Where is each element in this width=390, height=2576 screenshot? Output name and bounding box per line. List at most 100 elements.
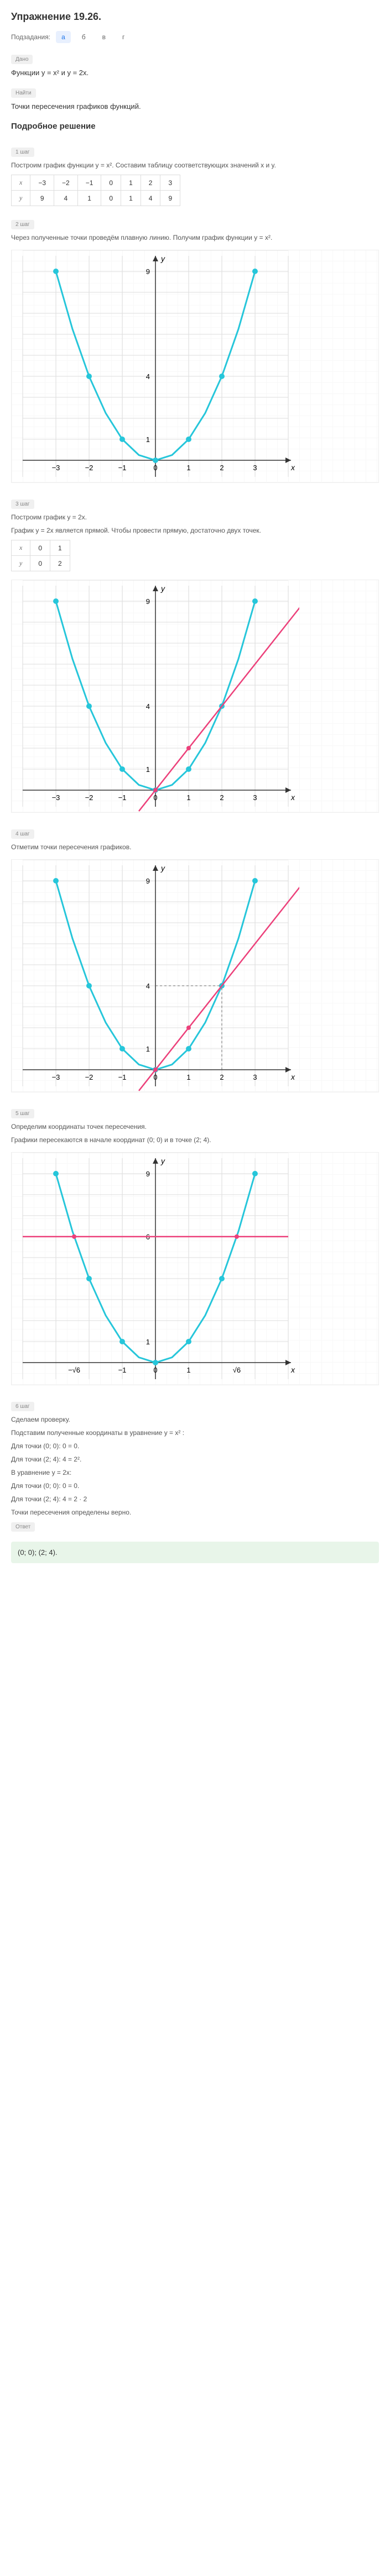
subtask-b[interactable]: б <box>76 31 91 43</box>
table-cell: 1 <box>77 191 101 206</box>
svg-text:−1: −1 <box>118 1073 127 1081</box>
step6-label: 6 шаг <box>11 1402 34 1411</box>
answer-text: (0; 0); (2; 4). <box>11 1542 379 1563</box>
step3-text2: График y = 2x является прямой. Чтобы про… <box>11 527 379 534</box>
step1-label: 1 шаг <box>11 148 34 157</box>
svg-text:9: 9 <box>146 1170 150 1178</box>
svg-text:3: 3 <box>253 464 257 472</box>
subtask-row: Подзадания: а б в г <box>11 31 379 43</box>
step1-text: Построим график функции y = x². Составим… <box>11 161 379 169</box>
svg-text:x: x <box>290 1365 295 1374</box>
svg-text:1: 1 <box>186 464 190 472</box>
table-cell: 9 <box>160 191 180 206</box>
svg-text:−2: −2 <box>85 793 93 802</box>
svg-text:−2: −2 <box>85 1073 93 1081</box>
svg-text:x: x <box>290 463 295 472</box>
table-cell: 2 <box>141 175 160 191</box>
svg-text:1: 1 <box>146 1338 150 1346</box>
table-cell: 0 <box>30 556 50 571</box>
svg-text:9: 9 <box>146 597 150 606</box>
table-y-label: y <box>12 556 30 571</box>
subtask-label: Подзадания: <box>11 33 50 41</box>
svg-text:1: 1 <box>186 1073 190 1081</box>
find-label: Найти <box>11 88 36 98</box>
svg-text:y: y <box>160 1156 165 1165</box>
graph-3: xy−3−2−10123149 <box>11 859 379 1092</box>
svg-text:9: 9 <box>146 877 150 885</box>
step4-label: 4 шаг <box>11 829 34 839</box>
svg-text:0: 0 <box>153 1366 157 1374</box>
answer-label: Ответ <box>11 1522 35 1532</box>
exercise-title: Упражнение 19.26. <box>11 11 379 23</box>
step3-text1: Построим график y = 2x. <box>11 513 379 521</box>
table-cell: 1 <box>50 540 70 556</box>
svg-text:0: 0 <box>153 793 157 802</box>
step4-text: Отметим точки пересечения графиков. <box>11 843 379 851</box>
step3-label: 3 шаг <box>11 500 34 509</box>
subtask-a[interactable]: а <box>56 31 71 43</box>
svg-text:√6: √6 <box>233 1366 241 1374</box>
svg-text:2: 2 <box>220 1073 223 1081</box>
svg-text:−√6: −√6 <box>68 1366 80 1374</box>
svg-text:y: y <box>160 254 165 263</box>
svg-text:−1: −1 <box>118 1366 127 1374</box>
given-label: Дано <box>11 55 33 64</box>
svg-text:−2: −2 <box>85 464 93 472</box>
svg-text:4: 4 <box>146 982 150 990</box>
detailed-title: Подробное решение <box>11 122 379 131</box>
table-cell: 1 <box>121 191 141 206</box>
svg-text:0: 0 <box>153 464 157 472</box>
step5-text1: Определим координаты точек пересечения. <box>11 1123 379 1131</box>
svg-text:3: 3 <box>253 793 257 802</box>
step1-table: x−3−2−10123 y9410149 <box>11 175 180 206</box>
table-cell: 3 <box>160 175 180 191</box>
svg-text:−3: −3 <box>52 464 60 472</box>
svg-text:3: 3 <box>253 1073 257 1081</box>
table-cell: 9 <box>30 191 54 206</box>
svg-text:4: 4 <box>146 702 150 711</box>
find-text: Точки пересечения графиков функций. <box>11 102 379 111</box>
graph-2: xy−3−2−10123149 <box>11 580 379 813</box>
svg-text:2: 2 <box>220 793 223 802</box>
graph-1: x y −3 −2 −1 0 1 2 3 1 4 9 <box>11 250 379 483</box>
svg-text:1: 1 <box>146 1045 150 1053</box>
graph-4: xy−√6−101√6169 <box>11 1152 379 1385</box>
step6-text1: Сделаем проверку. <box>11 1416 379 1423</box>
table-cell: −2 <box>54 175 78 191</box>
table-cell: 4 <box>54 191 78 206</box>
step5-label: 5 шаг <box>11 1109 34 1118</box>
table-cell: 2 <box>50 556 70 571</box>
table-y-label: y <box>12 191 30 206</box>
svg-text:y: y <box>160 584 165 593</box>
svg-text:x: x <box>290 1073 295 1081</box>
svg-text:−3: −3 <box>52 1073 60 1081</box>
svg-text:9: 9 <box>146 267 150 276</box>
table-cell: 0 <box>30 540 50 556</box>
svg-text:−1: −1 <box>118 464 127 472</box>
subtask-g[interactable]: г <box>117 31 130 43</box>
step6-text2: Подставим полученные координаты в уравне… <box>11 1429 379 1437</box>
table-cell: 0 <box>101 175 121 191</box>
step2-label: 2 шаг <box>11 220 34 229</box>
svg-text:2: 2 <box>220 464 223 472</box>
svg-text:−1: −1 <box>118 793 127 802</box>
svg-text:1: 1 <box>146 435 150 444</box>
step6-text5: В уравнение y = 2x: <box>11 1469 379 1476</box>
step6-text8: Точки пересечения определены верно. <box>11 1508 379 1516</box>
svg-text:4: 4 <box>146 372 150 381</box>
table-cell: 1 <box>121 175 141 191</box>
table-x-label: x <box>12 175 30 191</box>
given-text: Функции y = x² и y = 2x. <box>11 69 379 77</box>
step6-text6: Для точки (0; 0): 0 = 0. <box>11 1482 379 1490</box>
step2-text: Через полученные точки проведём плавную … <box>11 234 379 241</box>
svg-text:y: y <box>160 864 165 872</box>
step5-text2: Графики пересекаются в начале координат … <box>11 1136 379 1144</box>
svg-text:−3: −3 <box>52 793 60 802</box>
step3-table: x01 y02 <box>11 540 70 571</box>
step6-text4: Для точки (2; 4): 4 = 2². <box>11 1455 379 1463</box>
table-cell: 4 <box>141 191 160 206</box>
table-x-label: x <box>12 540 30 556</box>
table-cell: −3 <box>30 175 54 191</box>
svg-text:1: 1 <box>186 793 190 802</box>
subtask-v[interactable]: в <box>97 31 111 43</box>
